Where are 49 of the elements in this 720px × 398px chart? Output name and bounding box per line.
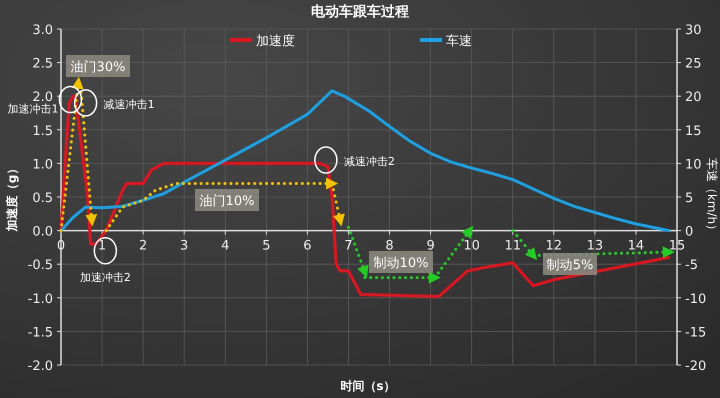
annotation: 制动5%: [546, 258, 594, 273]
y-tick-label: 2.5: [32, 56, 53, 72]
x-tick-label: 3: [180, 238, 188, 254]
y-tick-label: -1.5: [28, 325, 53, 340]
y2-tick-label: -15: [685, 325, 706, 340]
x-tick-label: 13: [586, 238, 604, 254]
x-tick-label: 14: [628, 238, 644, 254]
y-tick-label: 3.0: [32, 23, 53, 38]
y-tick-label: 0.0: [32, 224, 53, 240]
y2-tick-label: 5: [685, 191, 694, 206]
annotation: 油门30%: [70, 59, 126, 75]
y-tick-label: 1.5: [32, 124, 53, 139]
annotation: 减速冲击2: [344, 155, 395, 168]
y2-tick-label: 15: [685, 124, 702, 139]
y2-tick-label: 25: [685, 56, 702, 72]
y-tick-label: 0.5: [32, 191, 53, 206]
x-axis-title: 时间（s）: [340, 379, 396, 393]
y-axis-title: 加速度（g）: [5, 162, 19, 232]
annotation: 减速冲击1: [104, 98, 155, 111]
legend-label: 车速: [446, 34, 472, 49]
y2-tick-label: 20: [685, 90, 702, 106]
y2-tick-label: 30: [685, 23, 702, 38]
y2-tick-label: -10: [685, 292, 706, 307]
x-tick-label: 8: [385, 238, 394, 254]
x-tick-label: 1: [98, 238, 106, 254]
annotation: 制动10%: [374, 256, 428, 271]
y-tick-label: -1.0: [28, 292, 53, 307]
annotation: 加速冲击1: [7, 102, 58, 116]
x-tick-label: 7: [344, 238, 353, 254]
y-tick-label: 1.0: [32, 157, 53, 172]
annotation: 油门10%: [200, 193, 254, 209]
legend-label: 加速度: [256, 33, 295, 49]
y2-tick-label: 10: [685, 157, 702, 172]
y2-axis-title: 车速（km/h）: [705, 158, 719, 236]
y-tick-label: -0.5: [28, 258, 53, 274]
x-tick-label: 5: [262, 238, 270, 254]
x-tick-label: 12: [546, 238, 562, 254]
y2-tick-label: -5: [685, 258, 698, 274]
annotation: 加速冲击2: [80, 270, 131, 284]
y2-tick-label: -20: [685, 359, 706, 374]
x-tick-label: 10: [463, 238, 480, 254]
x-tick-label: 4: [221, 238, 230, 254]
x-tick-label: 11: [504, 238, 522, 254]
y-tick-label: -2.0: [28, 359, 53, 374]
x-tick-label: 9: [426, 238, 435, 254]
y2-tick-label: 0: [685, 224, 694, 240]
x-tick-label: 2: [138, 238, 148, 254]
chart-title: 电动车跟车过程: [311, 3, 409, 20]
x-tick-label: 6: [303, 238, 312, 254]
